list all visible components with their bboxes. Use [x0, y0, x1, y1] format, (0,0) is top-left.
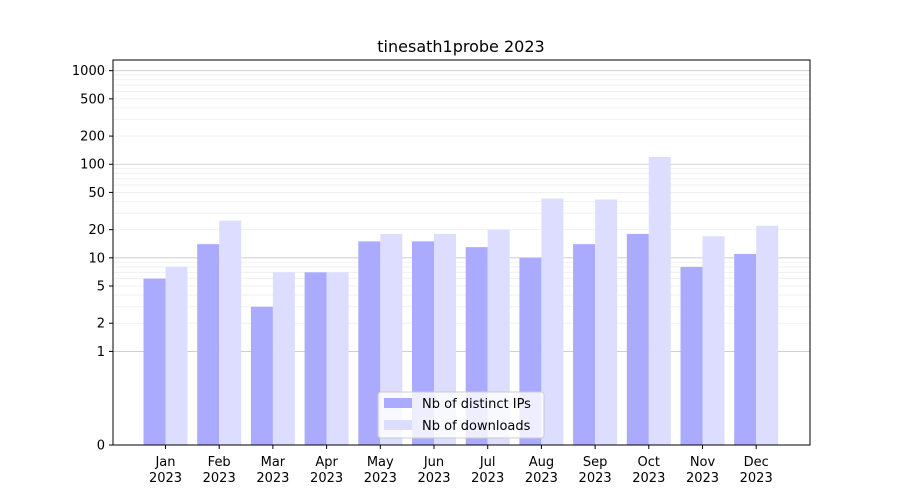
x-tick-label-year: 2023	[471, 471, 504, 486]
x-tick-label-month: Jun	[423, 455, 444, 470]
y-tick-label: 1	[97, 345, 105, 360]
x-tick-label-year: 2023	[740, 471, 773, 486]
x-axis: Jan2023Feb2023Mar2023Apr2023May2023Jun20…	[149, 445, 773, 486]
x-tick-label-year: 2023	[364, 471, 397, 486]
y-tick-label: 5	[97, 280, 105, 295]
x-tick-label-year: 2023	[579, 471, 612, 486]
bar-downloads	[756, 225, 779, 445]
bar-distinct-ips	[250, 306, 273, 445]
bar-downloads	[595, 199, 618, 445]
y-axis: 0 1 2 5 10 20 50 100 200 500 1000	[72, 64, 113, 454]
x-tick-label-year: 2023	[203, 471, 236, 486]
x-tick-label-month: Sep	[583, 455, 608, 470]
legend-label-ips: Nb of distinct IPs	[422, 397, 531, 412]
y-tick-label: 0	[97, 439, 105, 454]
grid	[113, 70, 810, 352]
y-tick-label: 20	[88, 223, 105, 238]
legend-swatch-ips	[384, 398, 412, 408]
bar-downloads	[648, 156, 671, 446]
y-tick-label: 500	[80, 92, 105, 107]
bar-downloads	[272, 272, 295, 445]
legend-frame	[377, 391, 545, 439]
y-tick-label: 2	[97, 317, 105, 332]
x-tick-label-month: Nov	[690, 455, 716, 470]
bar-distinct-ips	[734, 253, 757, 445]
x-tick-label-month: Dec	[744, 455, 769, 470]
x-tick-label-year: 2023	[417, 471, 450, 486]
bar-distinct-ips	[680, 266, 703, 445]
legend-swatch-downloads	[384, 420, 412, 430]
bar-distinct-ips	[626, 233, 649, 445]
bar-distinct-ips	[197, 244, 220, 445]
bar-downloads	[541, 198, 564, 445]
bars	[143, 156, 779, 446]
bar-downloads	[219, 220, 242, 445]
y-tick-label: 1000	[72, 64, 105, 79]
bar-downloads	[165, 266, 188, 445]
x-tick-label-month: Aug	[529, 455, 554, 470]
x-tick-label-year: 2023	[632, 471, 665, 486]
legend: Nb of distinct IPs Nb of downloads	[377, 391, 545, 439]
bar-distinct-ips	[358, 241, 381, 445]
x-tick-label-year: 2023	[256, 471, 289, 486]
bar-distinct-ips	[573, 244, 596, 445]
bar-downloads	[702, 236, 725, 445]
x-tick-label-month: Oct	[638, 455, 660, 470]
y-tick-label: 200	[80, 130, 105, 145]
plot-frame	[112, 59, 811, 446]
y-tick-label: 10	[88, 251, 105, 266]
x-tick-label-year: 2023	[525, 471, 558, 486]
bar-distinct-ips	[143, 278, 166, 445]
x-tick-label-month: Mar	[261, 455, 286, 470]
bar-downloads	[487, 229, 510, 445]
bar-distinct-ips	[304, 272, 327, 445]
bar-downloads	[326, 272, 349, 445]
x-tick-label-year: 2023	[149, 471, 182, 486]
x-tick-label-month: Jan	[154, 455, 175, 470]
y-tick-label: 100	[80, 158, 105, 173]
chart-title: tinesath1probe 2023	[377, 37, 544, 56]
x-tick-label-month: Jul	[479, 455, 496, 470]
x-tick-label-year: 2023	[686, 471, 719, 486]
x-tick-label-month: May	[367, 455, 394, 470]
x-tick-label-month: Feb	[208, 455, 231, 470]
x-tick-label-month: Apr	[315, 455, 338, 470]
y-tick-label: 50	[88, 186, 105, 201]
legend-label-downloads: Nb of downloads	[422, 419, 531, 434]
x-tick-label-year: 2023	[310, 471, 343, 486]
